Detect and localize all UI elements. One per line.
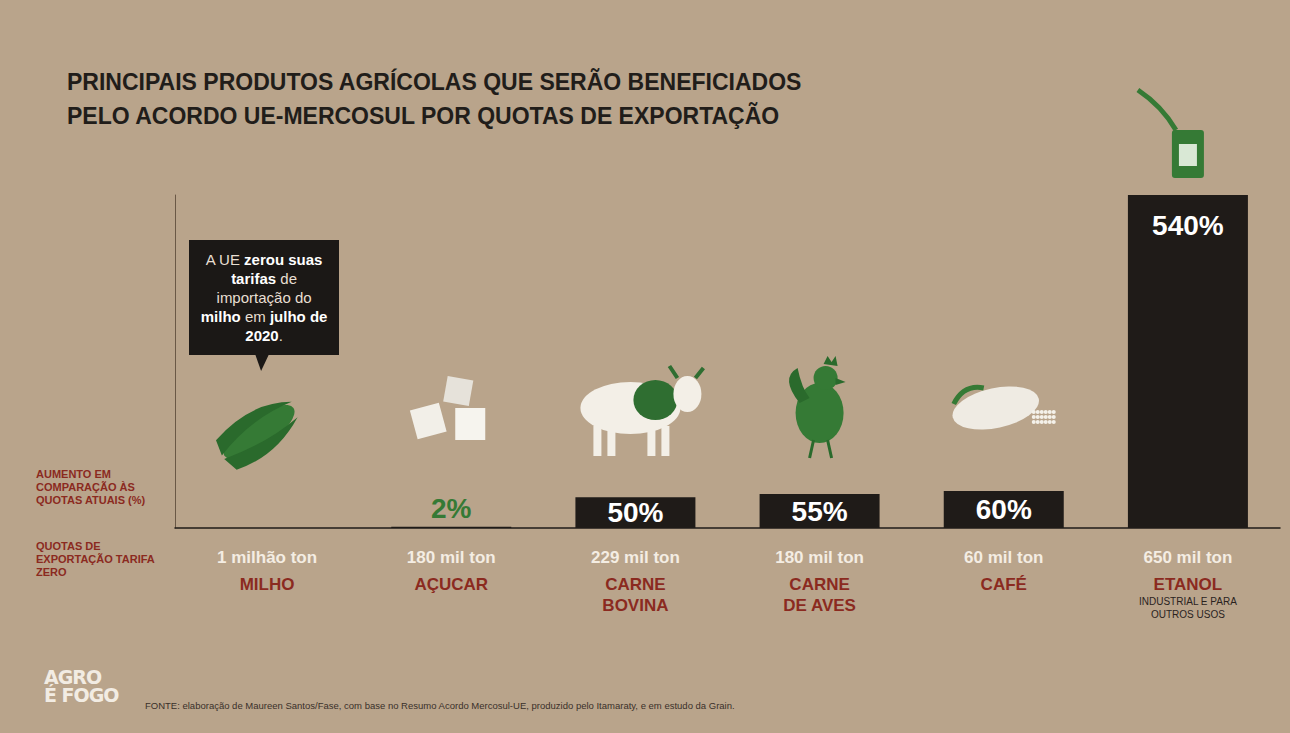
svg-text:CARNE: CARNE xyxy=(605,575,665,594)
svg-text:2%: 2% xyxy=(431,493,472,524)
svg-text:CAFÉ: CAFÉ xyxy=(981,575,1027,594)
html-text:milho em julho de 2020.: milho em julho de 2020. xyxy=(200,308,328,344)
svg-text:BOVINA: BOVINA xyxy=(602,596,668,615)
svg-text:650 mil ton: 650 mil ton xyxy=(1144,548,1233,567)
html-text:AGRO: AGRO xyxy=(44,666,102,688)
svg-text:180 mil ton: 180 mil ton xyxy=(407,548,496,567)
svg-text:PRINCIPAIS PRODUTOS AGRÍCOLAS: PRINCIPAIS PRODUTOS AGRÍCOLAS QUE SERÃO … xyxy=(67,68,801,95)
svg-text:540%: 540% xyxy=(1152,210,1224,241)
html-text:FONTE: elaboração de Maureen S: FONTE: elaboração de Maureen Santos/Fase… xyxy=(145,700,735,711)
svg-text:60 mil ton: 60 mil ton xyxy=(964,548,1043,567)
svg-text:CARNE: CARNE xyxy=(789,575,849,594)
svg-text:MILHO: MILHO xyxy=(240,575,295,594)
svg-text:1 milhão ton: 1 milhão ton xyxy=(217,548,317,567)
svg-text:PELO ACORDO UE-MERCOSUL POR QU: PELO ACORDO UE-MERCOSUL POR QUOTAS DE EX… xyxy=(67,102,779,129)
svg-text:ETANOL: ETANOL xyxy=(1154,575,1223,594)
html-text:É FOGO: É FOGO xyxy=(44,684,119,706)
svg-text:OUTROS USOS: OUTROS USOS xyxy=(1151,609,1225,620)
html-text:A UE zerou suas tarifas de imp: A UE zerou suas tarifas de importação do xyxy=(205,251,323,306)
svg-text:DE AVES: DE AVES xyxy=(783,596,856,615)
svg-text:180 mil ton: 180 mil ton xyxy=(775,548,864,567)
svg-text:55%: 55% xyxy=(792,496,848,527)
svg-text:INDUSTRIAL E PARA: INDUSTRIAL E PARA xyxy=(1139,596,1237,607)
svg-text:229 mil ton: 229 mil ton xyxy=(591,548,680,567)
svg-text:50%: 50% xyxy=(607,497,663,528)
svg-text:60%: 60% xyxy=(976,494,1032,525)
html-text:QUOTAS DE EXPORTAÇÃO TARIFA ZE: QUOTAS DE EXPORTAÇÃO TARIFA ZERO xyxy=(36,540,155,578)
svg-text:AÇUCAR: AÇUCAR xyxy=(414,575,488,594)
html-text:AUMENTO EM COMPARAÇÃO ÀS QUOTA: AUMENTO EM COMPARAÇÃO ÀS QUOTAS ATUAIS (… xyxy=(36,468,146,506)
